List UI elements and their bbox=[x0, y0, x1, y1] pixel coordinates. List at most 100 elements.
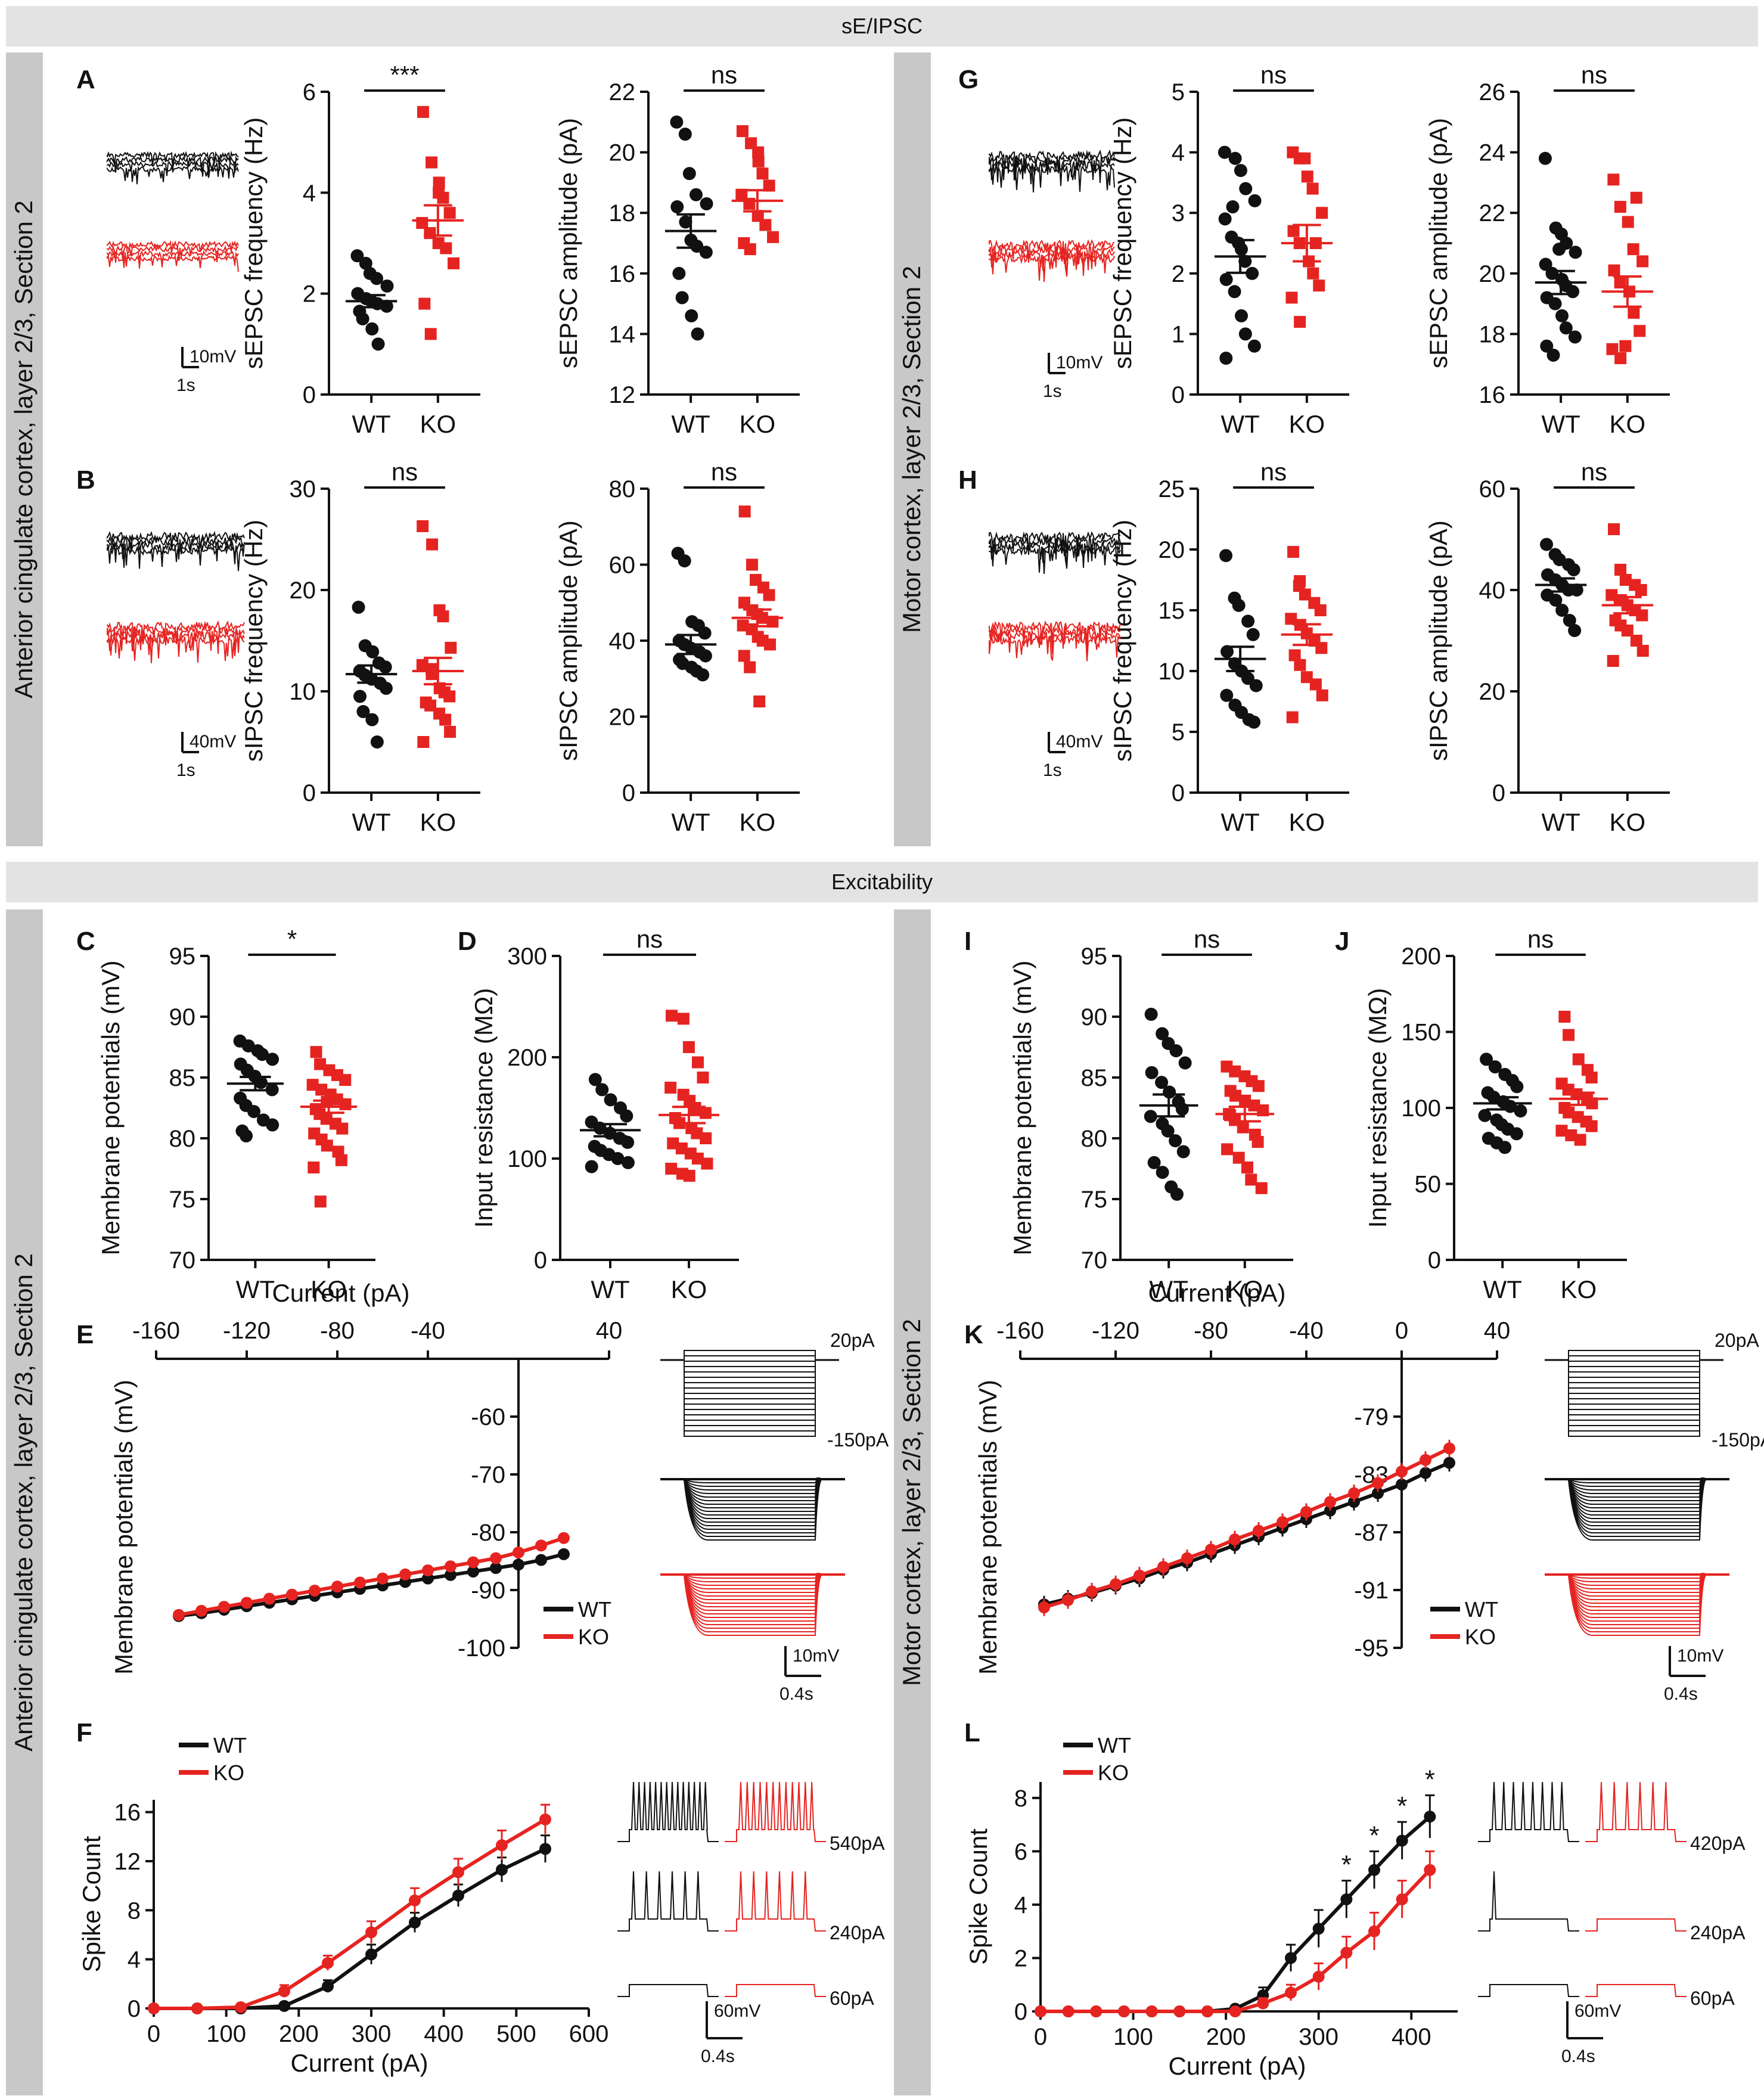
K-ko-point bbox=[1157, 1561, 1169, 1573]
J-y-axis-label: Input resistance (MΩ) bbox=[1364, 988, 1392, 1228]
D-ko-point bbox=[700, 1132, 712, 1144]
H1-ko-point bbox=[1285, 613, 1297, 625]
K-ko-point bbox=[1372, 1477, 1384, 1489]
F-wt-spike-trace bbox=[617, 1871, 719, 1932]
G1-ko-point bbox=[1294, 316, 1306, 328]
H1-ko-point bbox=[1293, 580, 1305, 592]
I-sig-label: ns bbox=[1194, 925, 1220, 953]
A2-y-tick-label: 20 bbox=[609, 140, 636, 166]
I-wt-point bbox=[1155, 1076, 1169, 1089]
E-y-tick-label: -80 bbox=[471, 1520, 505, 1546]
B-scale-bar-v-label: 40mV bbox=[190, 732, 236, 752]
C-y-tick-label: 90 bbox=[169, 1004, 196, 1030]
L-wt-point bbox=[1312, 1923, 1325, 1935]
A2-wt-point bbox=[675, 291, 689, 305]
C-ko-point bbox=[335, 1154, 347, 1166]
A1-wt-point bbox=[380, 279, 394, 293]
C-y-tick-label: 70 bbox=[169, 1247, 196, 1274]
H2-ko-point bbox=[1608, 523, 1620, 535]
H1-ko-point bbox=[1300, 671, 1313, 684]
K-wt-family bbox=[1568, 1478, 1707, 1498]
E-ko-point bbox=[513, 1546, 524, 1558]
F-x-axis-label: Current (pA) bbox=[290, 2049, 428, 2077]
E-wt-line bbox=[178, 1552, 564, 1618]
G2-wt-point bbox=[1538, 151, 1552, 165]
L-sig-star: * bbox=[1341, 1850, 1352, 1880]
I-ko-point bbox=[1252, 1080, 1265, 1092]
F-ko-point bbox=[452, 1866, 464, 1878]
G2-ko-point bbox=[1627, 243, 1639, 256]
I-ko-point bbox=[1232, 1151, 1245, 1164]
I-wt-point bbox=[1156, 1166, 1169, 1179]
K-cmd-step bbox=[1568, 1360, 1700, 1362]
E-y-tick-label: -90 bbox=[471, 1578, 505, 1604]
K-x-axis-title: Current (pA) bbox=[1148, 1279, 1285, 1307]
K-y-tick-label: -87 bbox=[1354, 1520, 1389, 1546]
L-ko-point bbox=[1424, 1864, 1436, 1876]
K-legend-wt-label: WT bbox=[1465, 1597, 1498, 1622]
H1-y-tick-label: 20 bbox=[1159, 537, 1185, 563]
B2-ko-point bbox=[746, 558, 758, 571]
E-cmd-step bbox=[684, 1360, 816, 1437]
G-wt-trace bbox=[989, 159, 1115, 187]
I-y-tick-label: 95 bbox=[1081, 943, 1108, 970]
B1-wt-point bbox=[366, 645, 380, 659]
B2-y-axis-label: sIPSC amplitude (pA) bbox=[554, 520, 582, 761]
G1-wt-point bbox=[1218, 145, 1231, 159]
L-y-tick-label: 4 bbox=[1014, 1892, 1027, 1918]
A2-wt-point bbox=[691, 327, 704, 341]
L-y-tick-label: 0 bbox=[1014, 1999, 1027, 2025]
H-ko-trace bbox=[989, 635, 1121, 662]
H-scale-bar-v-label: 40mV bbox=[1056, 732, 1102, 752]
H-ko-trace bbox=[989, 629, 1121, 658]
H1-wt-point bbox=[1220, 645, 1234, 659]
A1-wt-point bbox=[350, 249, 364, 263]
E-wt-point bbox=[490, 1562, 502, 1575]
L-ko-line bbox=[1041, 1868, 1431, 2013]
A2-y-tick-label: 18 bbox=[609, 200, 636, 226]
E-ko-family bbox=[684, 1573, 823, 1607]
H2-ko-point bbox=[1619, 574, 1632, 586]
D-y-tick-label: 300 bbox=[507, 943, 547, 970]
J-ko-point bbox=[1585, 1120, 1598, 1132]
K-ko-point bbox=[1396, 1465, 1408, 1478]
G-scale-bar-t-label: 1s bbox=[1043, 381, 1062, 401]
H2-ko-point bbox=[1621, 625, 1633, 636]
I-x-tick-label: KO bbox=[1226, 1275, 1263, 1303]
K-ko-point bbox=[1181, 1552, 1193, 1564]
G1-x-tick-label: WT bbox=[1220, 410, 1259, 438]
G1-ko-point bbox=[1287, 225, 1300, 237]
D-panel-letter: D bbox=[458, 927, 477, 956]
A1-ko-point bbox=[440, 242, 452, 254]
K-ko-point bbox=[1324, 1496, 1336, 1508]
A1-wt-point bbox=[359, 256, 372, 270]
A-scale-bar-v-label: 10mV bbox=[190, 347, 236, 367]
F-ko-point bbox=[409, 1894, 421, 1907]
K-cmd-step bbox=[1568, 1360, 1700, 1410]
C-y-tick-label: 95 bbox=[169, 943, 196, 970]
G2-ko-point bbox=[1607, 173, 1620, 186]
E-wt-family bbox=[684, 1478, 823, 1519]
D-wt-point bbox=[611, 1152, 625, 1165]
J-wt-point bbox=[1510, 1127, 1523, 1141]
E-y-tick-label: -60 bbox=[471, 1404, 505, 1430]
I-wt-point bbox=[1178, 1056, 1192, 1070]
G1-ko-point bbox=[1307, 267, 1319, 280]
G2-ko-point bbox=[1614, 201, 1626, 213]
K-x-tick-label: 0 bbox=[1395, 1318, 1408, 1344]
A1-wt-point bbox=[371, 337, 385, 351]
L-x-tick-label: 200 bbox=[1206, 2024, 1246, 2050]
A2-wt-point bbox=[700, 197, 713, 210]
B1-wt-point bbox=[352, 600, 365, 614]
E-wt-family bbox=[684, 1478, 823, 1491]
H1-wt-point bbox=[1246, 628, 1260, 641]
D-sig-label: ns bbox=[636, 925, 663, 953]
A2-ko-point bbox=[736, 125, 749, 138]
F-current-label-3: 60pA bbox=[830, 1988, 874, 2009]
A2-wt-point bbox=[672, 266, 686, 280]
H1-x-tick-label: KO bbox=[1289, 808, 1325, 836]
B-wt-trace bbox=[107, 535, 245, 563]
G1-ko-point bbox=[1316, 207, 1328, 219]
A2-wt-point bbox=[685, 309, 698, 322]
A1-x-tick-label: WT bbox=[352, 410, 390, 438]
